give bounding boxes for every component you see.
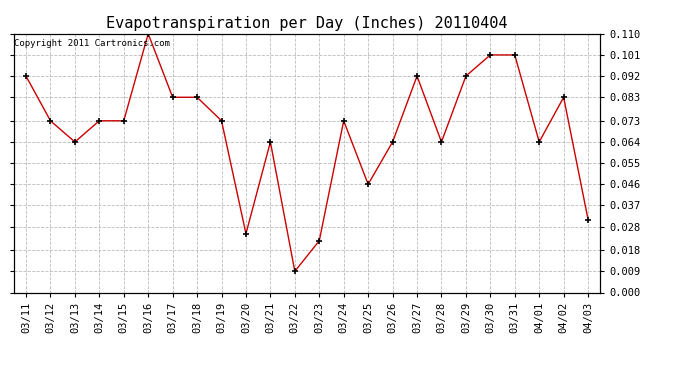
- Text: Copyright 2011 Cartronics.com: Copyright 2011 Cartronics.com: [14, 39, 170, 48]
- Title: Evapotranspiration per Day (Inches) 20110404: Evapotranspiration per Day (Inches) 2011…: [106, 16, 508, 31]
